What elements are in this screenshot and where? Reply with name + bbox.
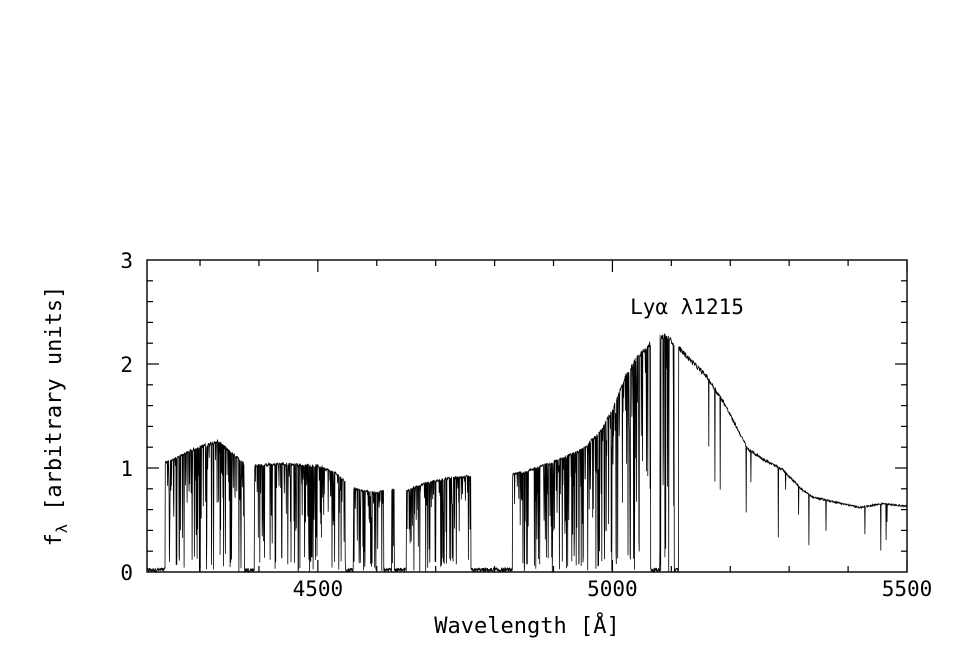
- y-axis-title-main: f: [42, 533, 67, 546]
- y-axis-title-subscript: λ: [53, 524, 71, 533]
- plot-frame: [146, 259, 908, 573]
- spectrum-line: [146, 333, 908, 574]
- x-tick-labels: 4500 5000 5500: [293, 577, 933, 601]
- axis-ticks: [147, 260, 908, 572]
- plot-area: [146, 259, 908, 574]
- y-tick-labels: 0 1 2 3: [120, 249, 133, 585]
- y-tick-label: 1: [120, 457, 133, 481]
- y-tick-label: 2: [120, 353, 133, 377]
- y-tick-label: 3: [120, 249, 133, 273]
- x-tick-label: 4500: [293, 577, 344, 601]
- x-tick-label: 5500: [882, 577, 933, 601]
- x-tick-label: 5000: [587, 577, 638, 601]
- annotation-lya: Lyα λ1215: [630, 295, 744, 319]
- x-axis-title: Wavelength [Å]: [434, 612, 619, 639]
- y-axis-title-rest: [arbitrary units]: [42, 286, 67, 524]
- y-axis-title: fλ [arbitrary units]: [42, 286, 71, 547]
- spectrum-series: [146, 333, 908, 574]
- y-tick-label: 0: [120, 561, 133, 585]
